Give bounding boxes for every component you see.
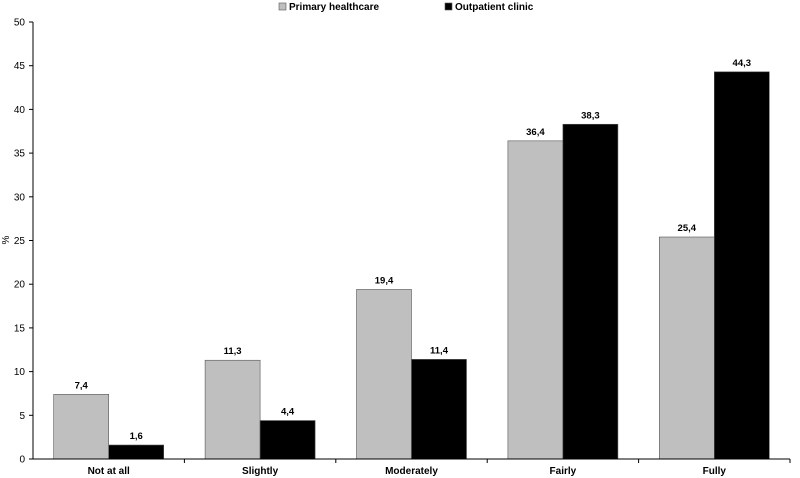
legend-swatch [278, 2, 287, 11]
bar-value-label: 38,3 [581, 110, 600, 121]
y-tick-label: 30 [14, 192, 26, 203]
x-tick-label: Fully [703, 466, 727, 477]
y-tick-label: 35 [14, 149, 26, 160]
y-tick-label: 10 [14, 367, 26, 378]
bar-outpatient-clinic [713, 71, 770, 460]
x-tick-label: Slightly [242, 466, 279, 477]
y-axis-label: % [1, 235, 12, 244]
y-tick-label: 45 [14, 61, 26, 72]
legend-swatch [444, 2, 453, 11]
y-tick-label: 40 [14, 105, 26, 116]
bar-value-label: 4,4 [281, 407, 295, 418]
bar-outpatient-clinic [411, 359, 467, 460]
bar-value-label: 19,4 [375, 275, 394, 286]
bar-value-label: 44,3 [733, 58, 752, 69]
bar-outpatient-clinic [108, 444, 164, 460]
y-tick-label: 50 [14, 18, 26, 29]
legend: Primary healthcare Outpatient clinic [278, 2, 534, 13]
x-tick-label: Fairly [550, 466, 577, 477]
bar-primary-healthcare [658, 236, 715, 460]
bars: 7,4 1,6 11,3 4,4 19,4 11,4 36,4 38,3 25,4 44,3 [53, 58, 770, 460]
bar-outpatient-clinic [259, 420, 316, 460]
x-tick-label: Moderately [385, 466, 438, 477]
y-tick-label: 0 [19, 455, 25, 466]
bar-value-label: 11,4 [430, 345, 449, 356]
bar-primary-healthcare [204, 359, 261, 460]
bar-primary-healthcare [356, 289, 412, 460]
bar-outpatient-clinic [562, 123, 619, 460]
bar-value-label: 25,4 [678, 223, 697, 234]
bar-value-label: 11,3 [224, 346, 242, 357]
bar-primary-healthcare [507, 140, 564, 460]
x-axis-labels: Not at all Slightly Moderately Fairly Fully [88, 459, 791, 477]
bar-primary-healthcare [53, 394, 110, 460]
bar-value-label: 36,4 [526, 127, 545, 138]
legend-label: Primary healthcare [289, 2, 379, 13]
bar-value-label: 7,4 [75, 380, 89, 391]
y-axis-ticks: 0 5 10 15 20 25 30 35 40 45 50 [14, 18, 33, 466]
y-tick-label: 5 [19, 411, 25, 422]
x-tick-label: Not at all [88, 466, 130, 477]
bar-value-label: 1,6 [130, 431, 143, 442]
legend-label: Outpatient clinic [455, 2, 534, 13]
y-tick-label: 20 [14, 280, 26, 291]
y-tick-label: 25 [14, 236, 26, 247]
y-tick-label: 15 [14, 323, 26, 334]
